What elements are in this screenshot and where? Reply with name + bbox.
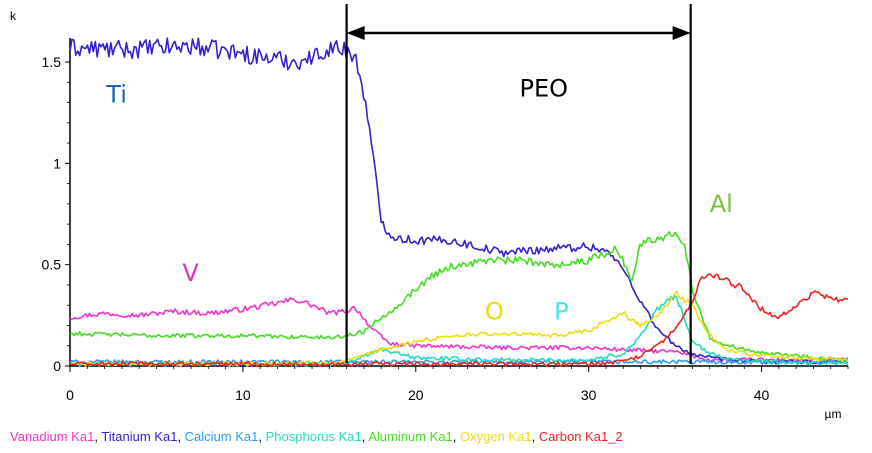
x-tick-label: 20 <box>408 387 424 403</box>
annotation-p: P <box>554 297 568 325</box>
legend-item: Phosphorus Ka1 <box>265 429 362 444</box>
legend-separator: , <box>531 429 539 444</box>
series-line-oxygen-ka1 <box>69 290 849 367</box>
x-tick-label: 10 <box>235 387 251 403</box>
annotations: Ti V PEO O P Al <box>105 74 732 325</box>
peo-region-overlay <box>345 4 692 364</box>
series-line-vanadium-ka1 <box>69 297 849 363</box>
legend-item: Oxygen Ka1 <box>460 429 532 444</box>
y-axis-label: k <box>10 9 17 23</box>
series-line-carbon-ka1-2 <box>69 273 849 367</box>
annotation-peo: PEO <box>520 74 569 102</box>
x-tick-label: 0 <box>66 387 74 403</box>
legend-separator: , <box>452 429 461 444</box>
legend-item: Vanadium Ka1 <box>10 429 95 444</box>
y-tick-label: 0 <box>53 358 61 374</box>
annotation-al: Al <box>710 190 733 218</box>
legend-item: Calcium Ka1 <box>184 429 259 444</box>
legend-separator: , <box>94 429 102 444</box>
x-axis-label: µm <box>825 407 842 421</box>
legend-item: Titanium Ka1 <box>101 429 178 444</box>
arrowhead-left-icon <box>346 26 365 40</box>
series-line-phosphorus-ka1 <box>69 294 849 367</box>
arrowhead-right-icon <box>672 26 691 40</box>
axes: 0 0.5 1 1.5 0 10 20 30 40 k µm <box>10 9 849 421</box>
legend: Vanadium Ka1, Titanium Ka1, Calcium Ka1,… <box>0 429 872 444</box>
legend-separator: , <box>361 429 369 444</box>
series-line-aluminum-ka1 <box>69 231 849 362</box>
legend-item: Carbon Ka1_2 <box>538 429 623 444</box>
y-tick-label: 1 <box>53 155 61 171</box>
y-tick-label: 0.5 <box>42 257 62 273</box>
y-tick-label: 1.5 <box>42 54 62 70</box>
annotation-ti: Ti <box>105 81 127 109</box>
linescan-chart: 0 0.5 1 1.5 0 10 20 30 40 k µm Ti V PEO O P Al <box>10 4 849 421</box>
series-group <box>69 37 849 367</box>
annotation-v: V <box>182 259 199 287</box>
legend-separator: , <box>258 429 266 444</box>
x-tick-label: 40 <box>754 387 770 403</box>
legend-separator: , <box>177 429 185 444</box>
annotation-o: O <box>485 297 504 325</box>
legend-item: Aluminum Ka1 <box>368 429 453 444</box>
x-tick-label: 30 <box>581 387 597 403</box>
series-line-titanium-ka1 <box>69 37 849 365</box>
